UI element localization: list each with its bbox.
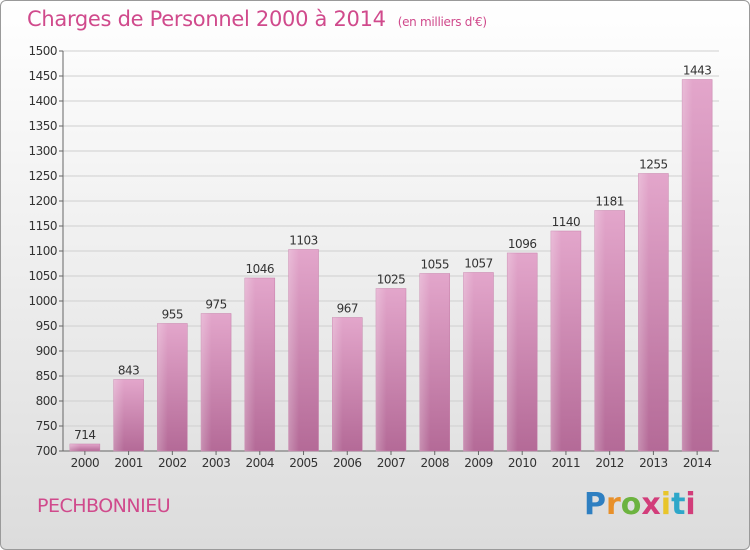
bar-highlight [638, 173, 649, 451]
x-tick-label: 2007 [377, 456, 406, 470]
x-tick-label: 2004 [246, 456, 275, 470]
x-tick-label: 2003 [202, 456, 231, 470]
y-tick-label: 1450 [28, 69, 57, 83]
data-label: 714 [74, 428, 95, 442]
bar-highlight [550, 231, 562, 451]
y-tick-label: 1000 [28, 294, 57, 308]
y-tick-label: 1200 [28, 194, 57, 208]
data-label: 1443 [683, 64, 712, 78]
logo-letter: r [606, 487, 621, 522]
proxiti-logo: Proxiti [584, 487, 696, 522]
bar-highlight [201, 313, 212, 451]
x-tick-label: 2011 [552, 456, 581, 470]
x-tick-label: 2005 [289, 456, 318, 470]
x-tick-label: 2010 [508, 456, 537, 470]
y-tick-label: 850 [36, 369, 57, 383]
y-tick-label: 750 [36, 419, 57, 433]
plot-area: 700 750 800 850 900 950 1000 1050 1100 1150 1200 12… [28, 44, 719, 470]
bar-highlight [244, 278, 256, 451]
y-tick-label: 1500 [28, 44, 57, 58]
bar-highlight [69, 444, 81, 451]
bar-highlight [507, 253, 518, 451]
x-tick-label: 2012 [595, 456, 624, 470]
bar-highlight [376, 288, 387, 451]
commune-name: PECHBONNIEU [37, 495, 171, 517]
x-tick-label: 2009 [464, 456, 493, 470]
x-tick-label: 2014 [683, 456, 712, 470]
data-label: 1103 [289, 234, 318, 248]
y-tick-label: 1300 [28, 144, 57, 158]
bar-highlight [594, 210, 606, 451]
chart-title: Charges de Personnel 2000 à 2014 (en mill… [27, 7, 487, 31]
y-tick-label: 1250 [28, 169, 57, 183]
x-tick-label: 2000 [71, 456, 100, 470]
y-tick-label: 1150 [28, 219, 57, 233]
data-label: 1181 [595, 195, 624, 209]
data-label: 1057 [464, 257, 493, 271]
logo-letter: x [641, 487, 661, 522]
logo-letter: i [685, 487, 696, 522]
y-tick-label: 1350 [28, 119, 57, 133]
data-label: 967 [337, 302, 358, 316]
bar-highlight [463, 272, 474, 451]
bar-highlight [332, 317, 343, 451]
data-label: 1046 [246, 262, 275, 276]
bar-highlight [288, 249, 300, 451]
y-tick-label: 1100 [28, 244, 57, 258]
data-label: 975 [205, 298, 226, 312]
x-tick-label: 2008 [420, 456, 449, 470]
y-tick-label: 950 [36, 319, 57, 333]
data-label: 1096 [508, 237, 537, 251]
logo-letter: i [660, 487, 672, 522]
data-label: 955 [162, 308, 183, 322]
y-tick-label: 1050 [28, 269, 57, 283]
bar-highlight [419, 273, 431, 451]
data-label: 1025 [377, 273, 406, 287]
logo-letter: t [671, 487, 686, 522]
data-label: 1140 [552, 215, 581, 229]
chart-subtitle: (en milliers d'€) [397, 15, 487, 29]
bar-highlight [157, 323, 168, 451]
bar-highlight [682, 79, 693, 451]
data-label: 1255 [639, 158, 668, 172]
logo-letter: P [584, 487, 606, 522]
bar-highlight [113, 379, 125, 451]
data-label: 843 [118, 364, 139, 378]
chart-title-text: Charges de Personnel 2000 à 2014 [27, 7, 386, 31]
x-tick-label: 2006 [333, 456, 362, 470]
logo-letter: o [620, 487, 642, 522]
y-tick-label: 1400 [28, 94, 57, 108]
data-label: 1055 [420, 258, 449, 272]
y-tick-label: 800 [36, 394, 57, 408]
x-tick-label: 2002 [158, 456, 187, 470]
x-tick-label: 2001 [114, 456, 143, 470]
x-tick-label: 2013 [639, 456, 668, 470]
y-tick-label: 700 [36, 444, 57, 458]
y-tick-label: 900 [36, 344, 57, 358]
